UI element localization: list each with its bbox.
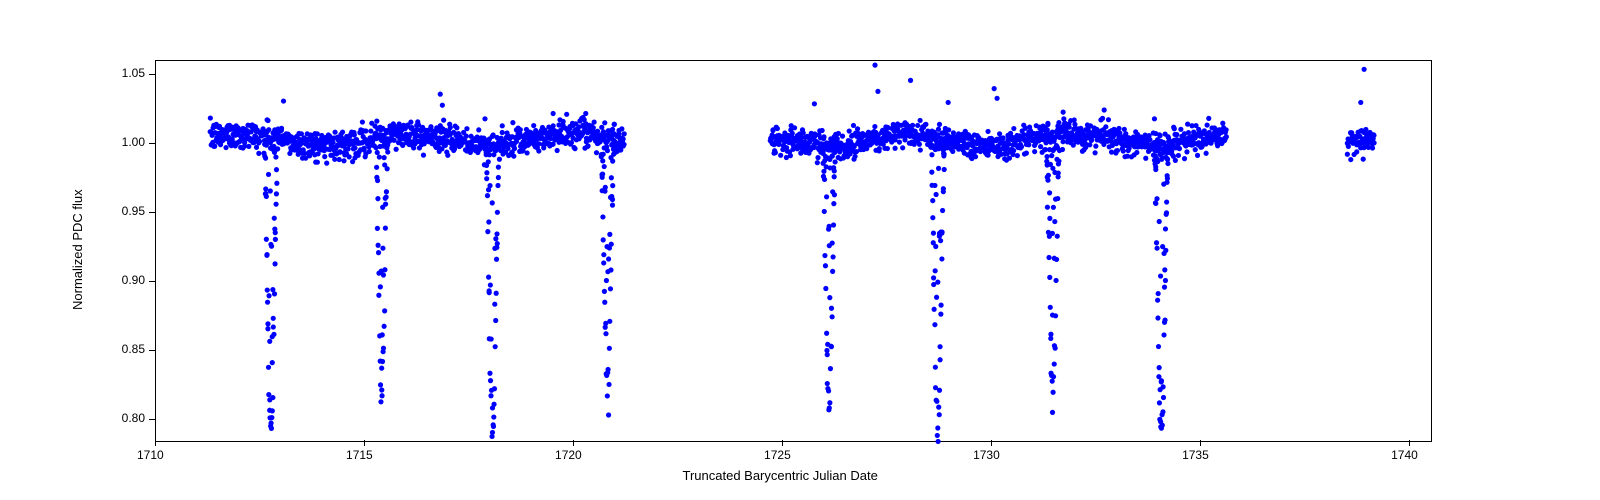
y-tick-label: 1.00 [122, 135, 145, 149]
plot-area [155, 60, 1432, 442]
y-tick-label: 0.80 [122, 411, 145, 425]
y-tick-label: 0.95 [122, 204, 145, 218]
x-tick-label: 1710 [137, 448, 164, 462]
x-axis-label: Truncated Barycentric Julian Date [683, 468, 878, 483]
y-tick [149, 143, 155, 144]
x-tick-label: 1720 [555, 448, 582, 462]
y-tick-label: 1.05 [122, 66, 145, 80]
y-tick-label: 0.90 [122, 273, 145, 287]
lightcurve-chart: Truncated Barycentric Julian Date Normal… [0, 0, 1600, 500]
x-tick [155, 440, 156, 446]
y-tick [149, 350, 155, 351]
y-tick [149, 281, 155, 282]
x-tick-label: 1725 [764, 448, 791, 462]
x-tick [573, 440, 574, 446]
y-tick [149, 212, 155, 213]
y-tick [149, 74, 155, 75]
x-tick [991, 440, 992, 446]
scatter-points [156, 61, 1431, 441]
y-tick [149, 419, 155, 420]
x-tick-label: 1730 [973, 448, 1000, 462]
x-tick-label: 1740 [1391, 448, 1418, 462]
x-tick-label: 1715 [346, 448, 373, 462]
y-axis-label: Normalized PDC flux [70, 189, 85, 310]
x-tick [1409, 440, 1410, 446]
x-tick [782, 440, 783, 446]
x-tick [1200, 440, 1201, 446]
y-tick-label: 0.85 [122, 342, 145, 356]
x-tick [364, 440, 365, 446]
x-tick-label: 1735 [1182, 448, 1209, 462]
